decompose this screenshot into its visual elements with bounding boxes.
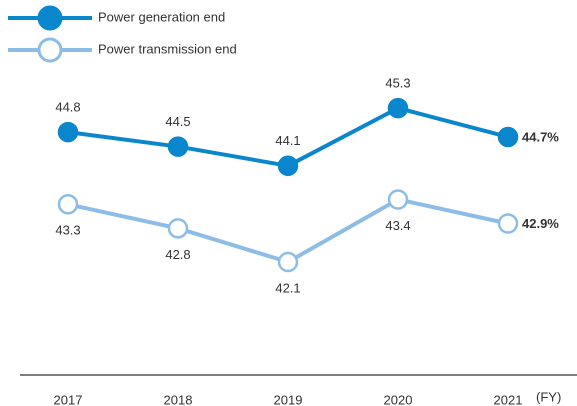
data-label: 44.5 (165, 114, 190, 129)
point (57, 194, 79, 215)
point (277, 251, 299, 273)
data-label: 43.3 (55, 223, 80, 238)
legend-marker (37, 37, 63, 63)
data-label: 43.4 (385, 218, 410, 233)
legend-label: Power generation end (98, 9, 225, 24)
legend-label: Power transmission end (98, 41, 237, 56)
x-tick-label: 2021 (494, 392, 523, 406)
legend-marker (37, 5, 63, 31)
point (497, 213, 519, 234)
x-tick-label: 2020 (384, 392, 413, 406)
data-label: 44.8 (55, 100, 80, 115)
point (497, 126, 519, 148)
point (387, 189, 409, 210)
point (167, 218, 189, 239)
x-tick-label: 2019 (274, 392, 303, 406)
data-label: 44.7% (522, 129, 559, 144)
data-label: 45.3 (385, 76, 410, 91)
data-label: 42.9% (522, 216, 559, 231)
point (167, 136, 189, 157)
data-label: 42.8 (165, 247, 190, 262)
data-label: 44.1 (275, 133, 300, 148)
data-label: 42.1 (275, 280, 300, 295)
point (277, 155, 299, 177)
x-tick-label: 2017 (54, 392, 83, 406)
x-axis-label: (FY) (536, 389, 561, 404)
x-tick-label: 2018 (164, 392, 193, 406)
point (387, 97, 409, 119)
point (57, 121, 79, 143)
